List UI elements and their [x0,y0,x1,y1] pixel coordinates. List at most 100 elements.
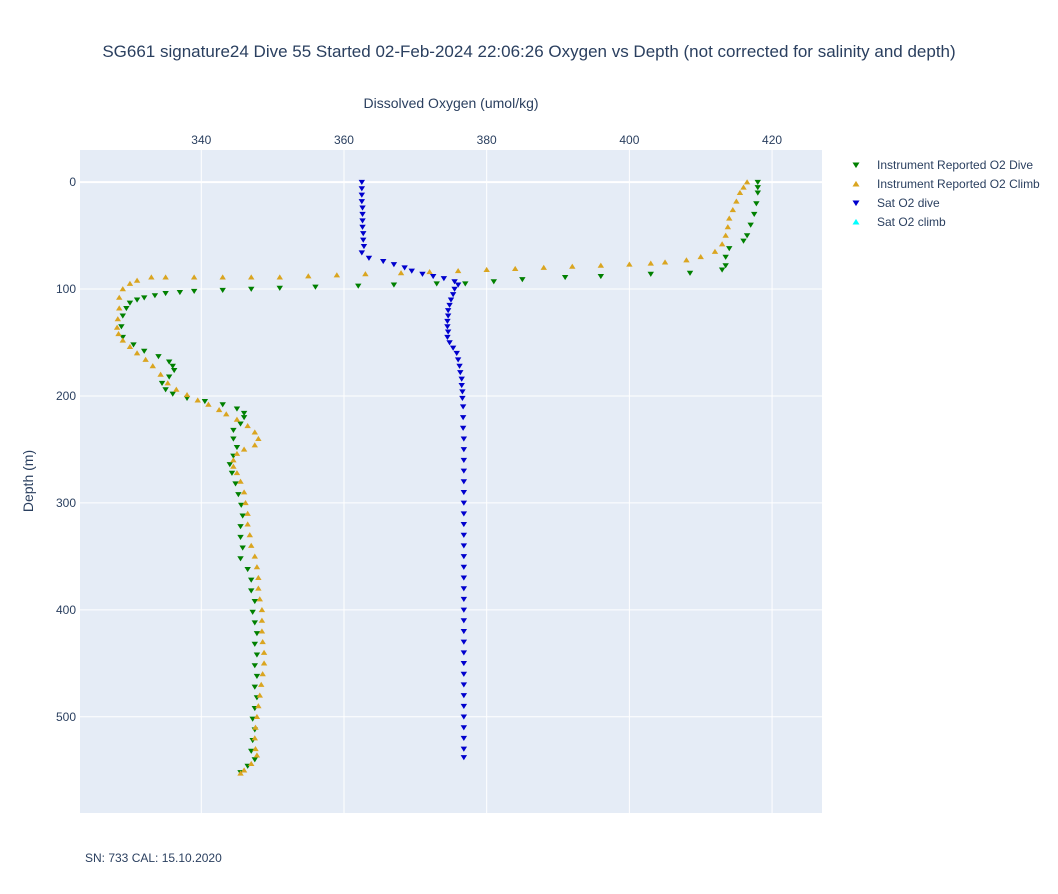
data-point [116,294,123,300]
data-point [446,302,453,308]
data-point [444,313,452,319]
series-1 [113,179,751,776]
data-point [248,286,255,292]
data-point [726,215,733,221]
data-point [460,607,468,613]
data-point [460,511,468,517]
data-point [253,673,261,680]
data-point [462,281,469,287]
data-point [460,554,468,560]
data-point [190,274,198,280]
data-point [183,395,191,401]
data-point [661,259,669,265]
data-point [718,267,726,273]
data-point [260,649,268,655]
data-point [743,179,751,185]
legend-marker [852,162,860,169]
data-point [358,179,366,185]
data-point [239,545,246,551]
data-point [459,389,466,395]
data-point [365,255,373,261]
data-point [460,489,468,496]
legend-label: Sat O2 climb [877,215,946,229]
data-point [251,553,258,559]
data-point [460,468,468,474]
data-point [249,609,256,615]
data-point [397,270,405,276]
data-point [260,660,268,666]
data-point [569,263,576,269]
data-point [248,588,255,594]
x-axis-title: Dissolved Oxygen (umol/kg) [363,95,538,111]
legend-item[interactable]: Sat O2 dive [852,196,941,210]
legend-label: Instrument Reported O2 Dive [877,158,1033,172]
y-tick-label: 400 [56,603,76,617]
data-point [244,510,251,516]
data-point [240,415,248,421]
data-point [457,370,464,376]
data-point [248,760,255,767]
data-point [151,293,159,299]
legend-label: Sat O2 dive [877,196,940,210]
data-point [444,324,451,330]
legend-item[interactable]: Instrument Reported O2 Climb [852,177,1041,191]
data-point [740,184,747,190]
data-point [259,671,266,677]
data-point [722,254,729,260]
data-point [237,478,244,484]
data-point [359,224,366,230]
data-point [119,337,127,343]
data-point [123,306,130,312]
data-point [201,399,209,405]
data-point [597,262,605,268]
legend-item[interactable]: Instrument Reported O2 Dive [852,158,1034,172]
data-point [451,286,458,292]
data-point [148,274,155,280]
plot-background [80,150,822,813]
data-point [228,470,236,476]
data-point [460,755,468,761]
data-point [170,368,178,374]
data-point [251,684,258,690]
data-point [251,599,258,605]
data-point [754,179,761,185]
data-point [358,186,366,192]
data-point [249,716,256,722]
data-point [459,425,467,431]
data-point [444,334,451,341]
data-point [460,586,468,592]
data-point [237,421,244,427]
data-point [722,232,729,238]
data-point [165,374,173,380]
data-point [743,233,751,239]
y-tick-labels: 0 100 200 300 400 500 [56,175,76,724]
series-2 [358,179,468,761]
data-point [460,457,468,463]
data-point [447,297,455,303]
data-point [458,376,465,382]
y-tick-label: 0 [69,175,76,189]
data-point [460,575,468,581]
data-point [190,288,198,295]
data-point [237,556,244,562]
data-point [248,274,255,280]
data-point [697,254,704,260]
legend-item[interactable]: Sat O2 climb [852,215,947,229]
data-point [219,402,226,408]
data-point [251,641,258,647]
data-point [460,693,468,699]
data-point [244,521,251,527]
data-point [459,404,467,410]
data-point [733,198,740,204]
data-point [240,446,248,452]
data-point [460,725,468,731]
data-point [255,435,262,441]
data-point [183,392,191,398]
data-point [360,244,368,250]
data-point [119,313,127,319]
data-point [451,279,458,285]
legend-label: Instrument Reported O2 Climb [877,177,1040,191]
data-point [359,205,366,211]
data-point [253,713,261,719]
data-point [597,273,605,280]
